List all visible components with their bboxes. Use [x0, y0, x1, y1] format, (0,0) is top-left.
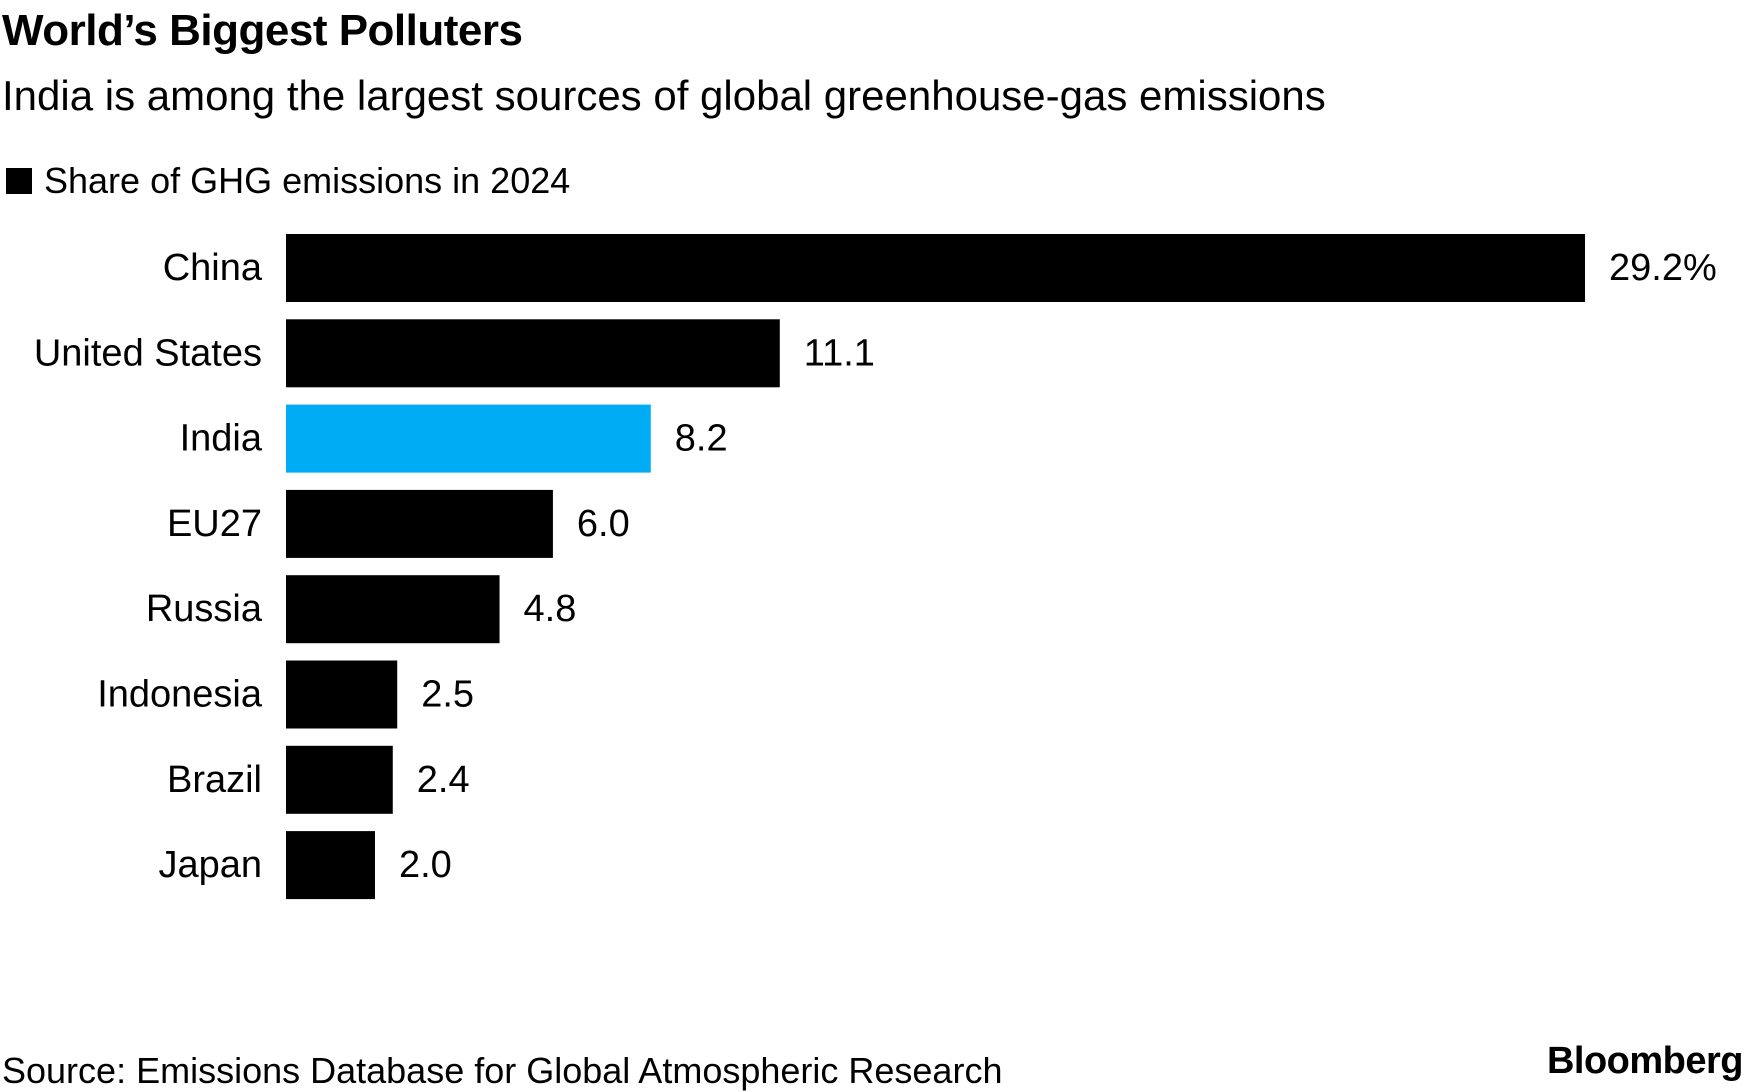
chart-subtitle: India is among the largest sources of gl… [2, 72, 1326, 119]
bar-eu27 [286, 489, 553, 558]
bar-brazil [286, 745, 393, 814]
value-label-china: 29.2% [1609, 247, 1717, 289]
bloomberg-logo: Bloomberg [1546, 1040, 1744, 1082]
bar-russia [286, 575, 500, 644]
legend: Share of GHG emissions in 2024 [6, 160, 570, 202]
bar-india [286, 404, 651, 473]
bar-united-states [286, 319, 780, 388]
value-label-united-states: 11.1 [804, 332, 875, 374]
value-label-eu27: 6.0 [577, 503, 630, 545]
value-label-russia: 4.8 [524, 588, 577, 630]
category-label-japan: Japan [158, 844, 262, 886]
value-label-indonesia: 2.5 [421, 674, 474, 716]
source-note: Source: Emissions Database for Global At… [2, 1050, 1003, 1091]
category-label-china: China [163, 247, 263, 289]
legend-label: Share of GHG emissions in 2024 [44, 160, 571, 201]
legend-swatch [6, 168, 32, 194]
category-label-brazil: Brazil [167, 759, 262, 801]
category-label-russia: Russia [146, 588, 263, 630]
bar-china [286, 234, 1585, 302]
value-label-india: 8.2 [675, 418, 728, 460]
bar-japan [286, 831, 375, 900]
category-label-india: India [180, 418, 263, 460]
value-label-brazil: 2.4 [417, 759, 470, 801]
category-label-eu27: EU27 [167, 503, 262, 545]
value-label-japan: 2.0 [399, 844, 452, 886]
category-label-united-states: United States [34, 332, 262, 374]
chart-title: World’s Biggest Polluters [2, 6, 523, 55]
category-label-indonesia: Indonesia [97, 674, 263, 716]
bar-indonesia [286, 660, 398, 729]
